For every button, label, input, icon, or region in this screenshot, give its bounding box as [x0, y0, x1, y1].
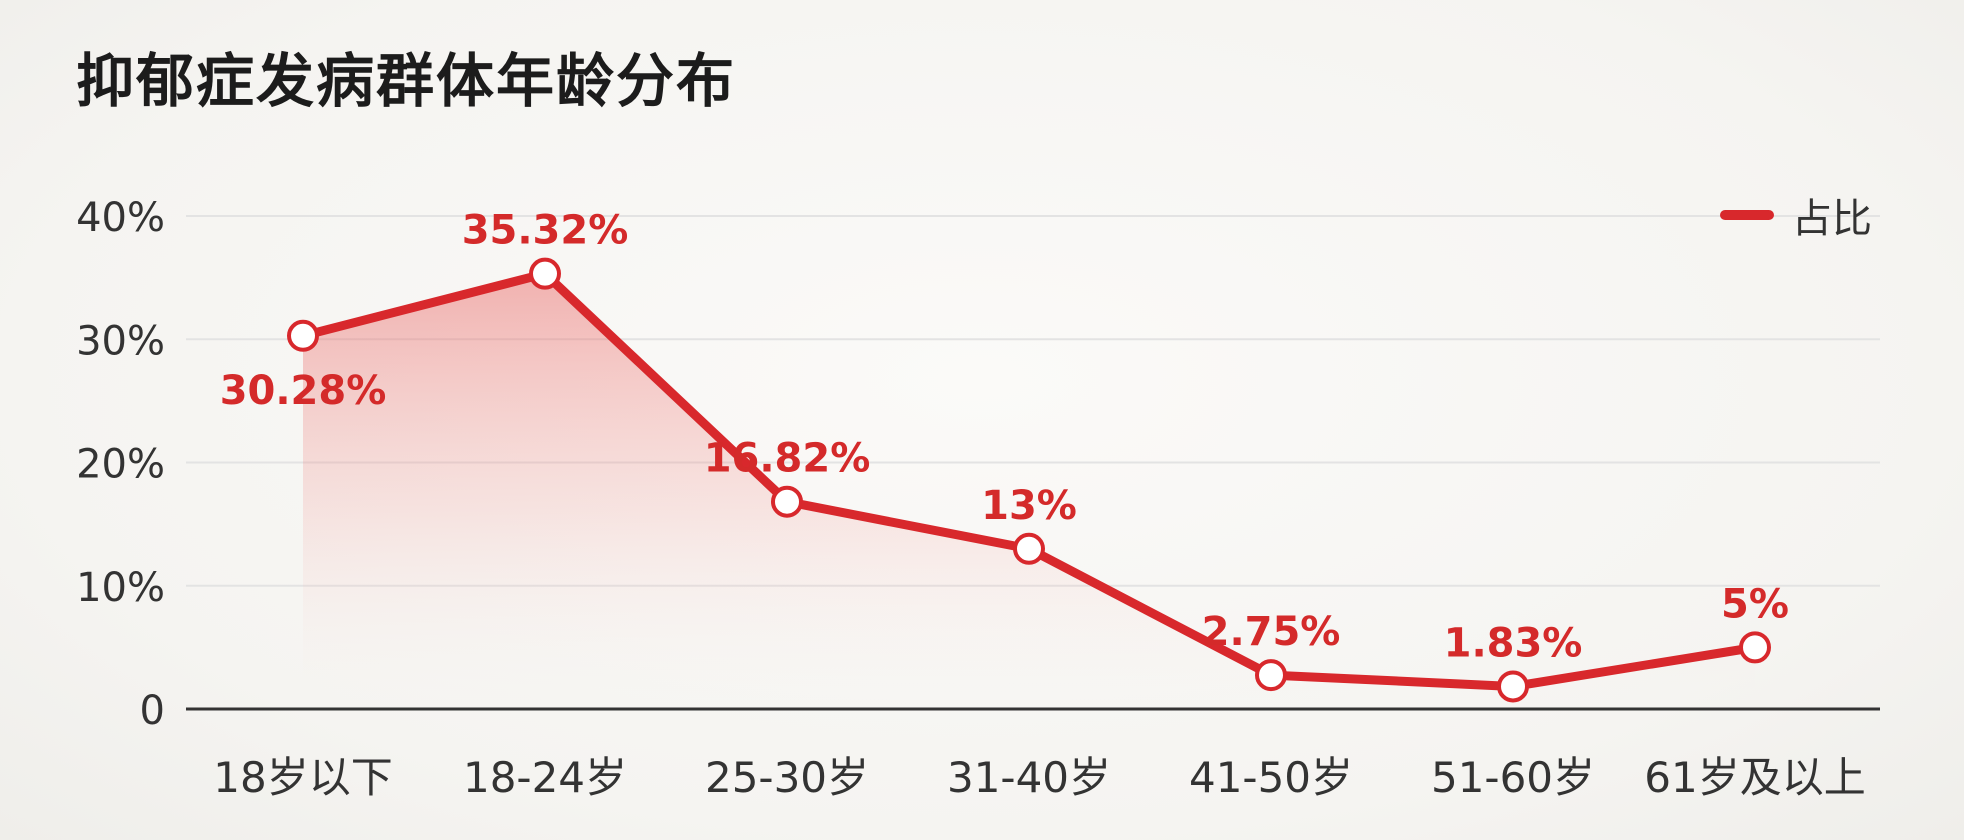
legend-swatch	[1720, 210, 1774, 220]
area-fill	[303, 273, 1755, 709]
x-tick-label: 18岁以下	[213, 753, 392, 802]
y-tick-label: 10%	[76, 565, 165, 611]
x-tick-label: 61岁及以上	[1644, 753, 1865, 802]
chart-title: 抑郁症发病群体年龄分布	[76, 47, 737, 115]
x-tick-label: 25-30岁	[705, 753, 869, 802]
x-tick-label: 31-40岁	[947, 753, 1111, 802]
y-tick-label: 40%	[76, 195, 165, 241]
y-tick-label: 20%	[76, 442, 165, 488]
data-point	[529, 257, 561, 290]
data-label: 13%	[981, 483, 1077, 529]
x-tick-label: 41-50岁	[1189, 753, 1353, 802]
x-axis-tick-labels: 18岁以下 18-24岁 25-30岁 31-40岁 41-50岁 51-60岁 61岁及以…	[213, 753, 1865, 802]
legend: 占比	[1720, 186, 1872, 244]
y-tick-label: 30%	[76, 318, 165, 364]
data-points	[287, 257, 1771, 703]
data-point	[771, 485, 803, 518]
data-label: 1.83%	[1444, 620, 1583, 666]
data-label: 2.75%	[1202, 609, 1341, 655]
data-point	[287, 319, 319, 352]
y-tick-label: 0	[140, 688, 165, 734]
data-point	[1255, 659, 1287, 692]
data-point	[1739, 631, 1771, 664]
x-tick-label: 18-24岁	[463, 753, 627, 802]
data-point	[1497, 670, 1529, 703]
data-label: 5%	[1721, 581, 1789, 627]
x-tick-label: 51-60岁	[1431, 753, 1595, 802]
y-axis-tick-labels: 0 10% 20% 30% 40%	[76, 195, 165, 734]
data-labels: 30.28% 35.32% 16.82% 13% 2.75% 1.83% 5%	[220, 208, 1789, 667]
data-label: 30.28%	[220, 368, 387, 414]
area-fill-path	[303, 273, 1755, 709]
data-point	[1013, 532, 1045, 565]
data-label: 16.82%	[704, 436, 871, 482]
data-label: 35.32%	[462, 208, 629, 254]
legend-label: 占比	[1792, 196, 1872, 242]
